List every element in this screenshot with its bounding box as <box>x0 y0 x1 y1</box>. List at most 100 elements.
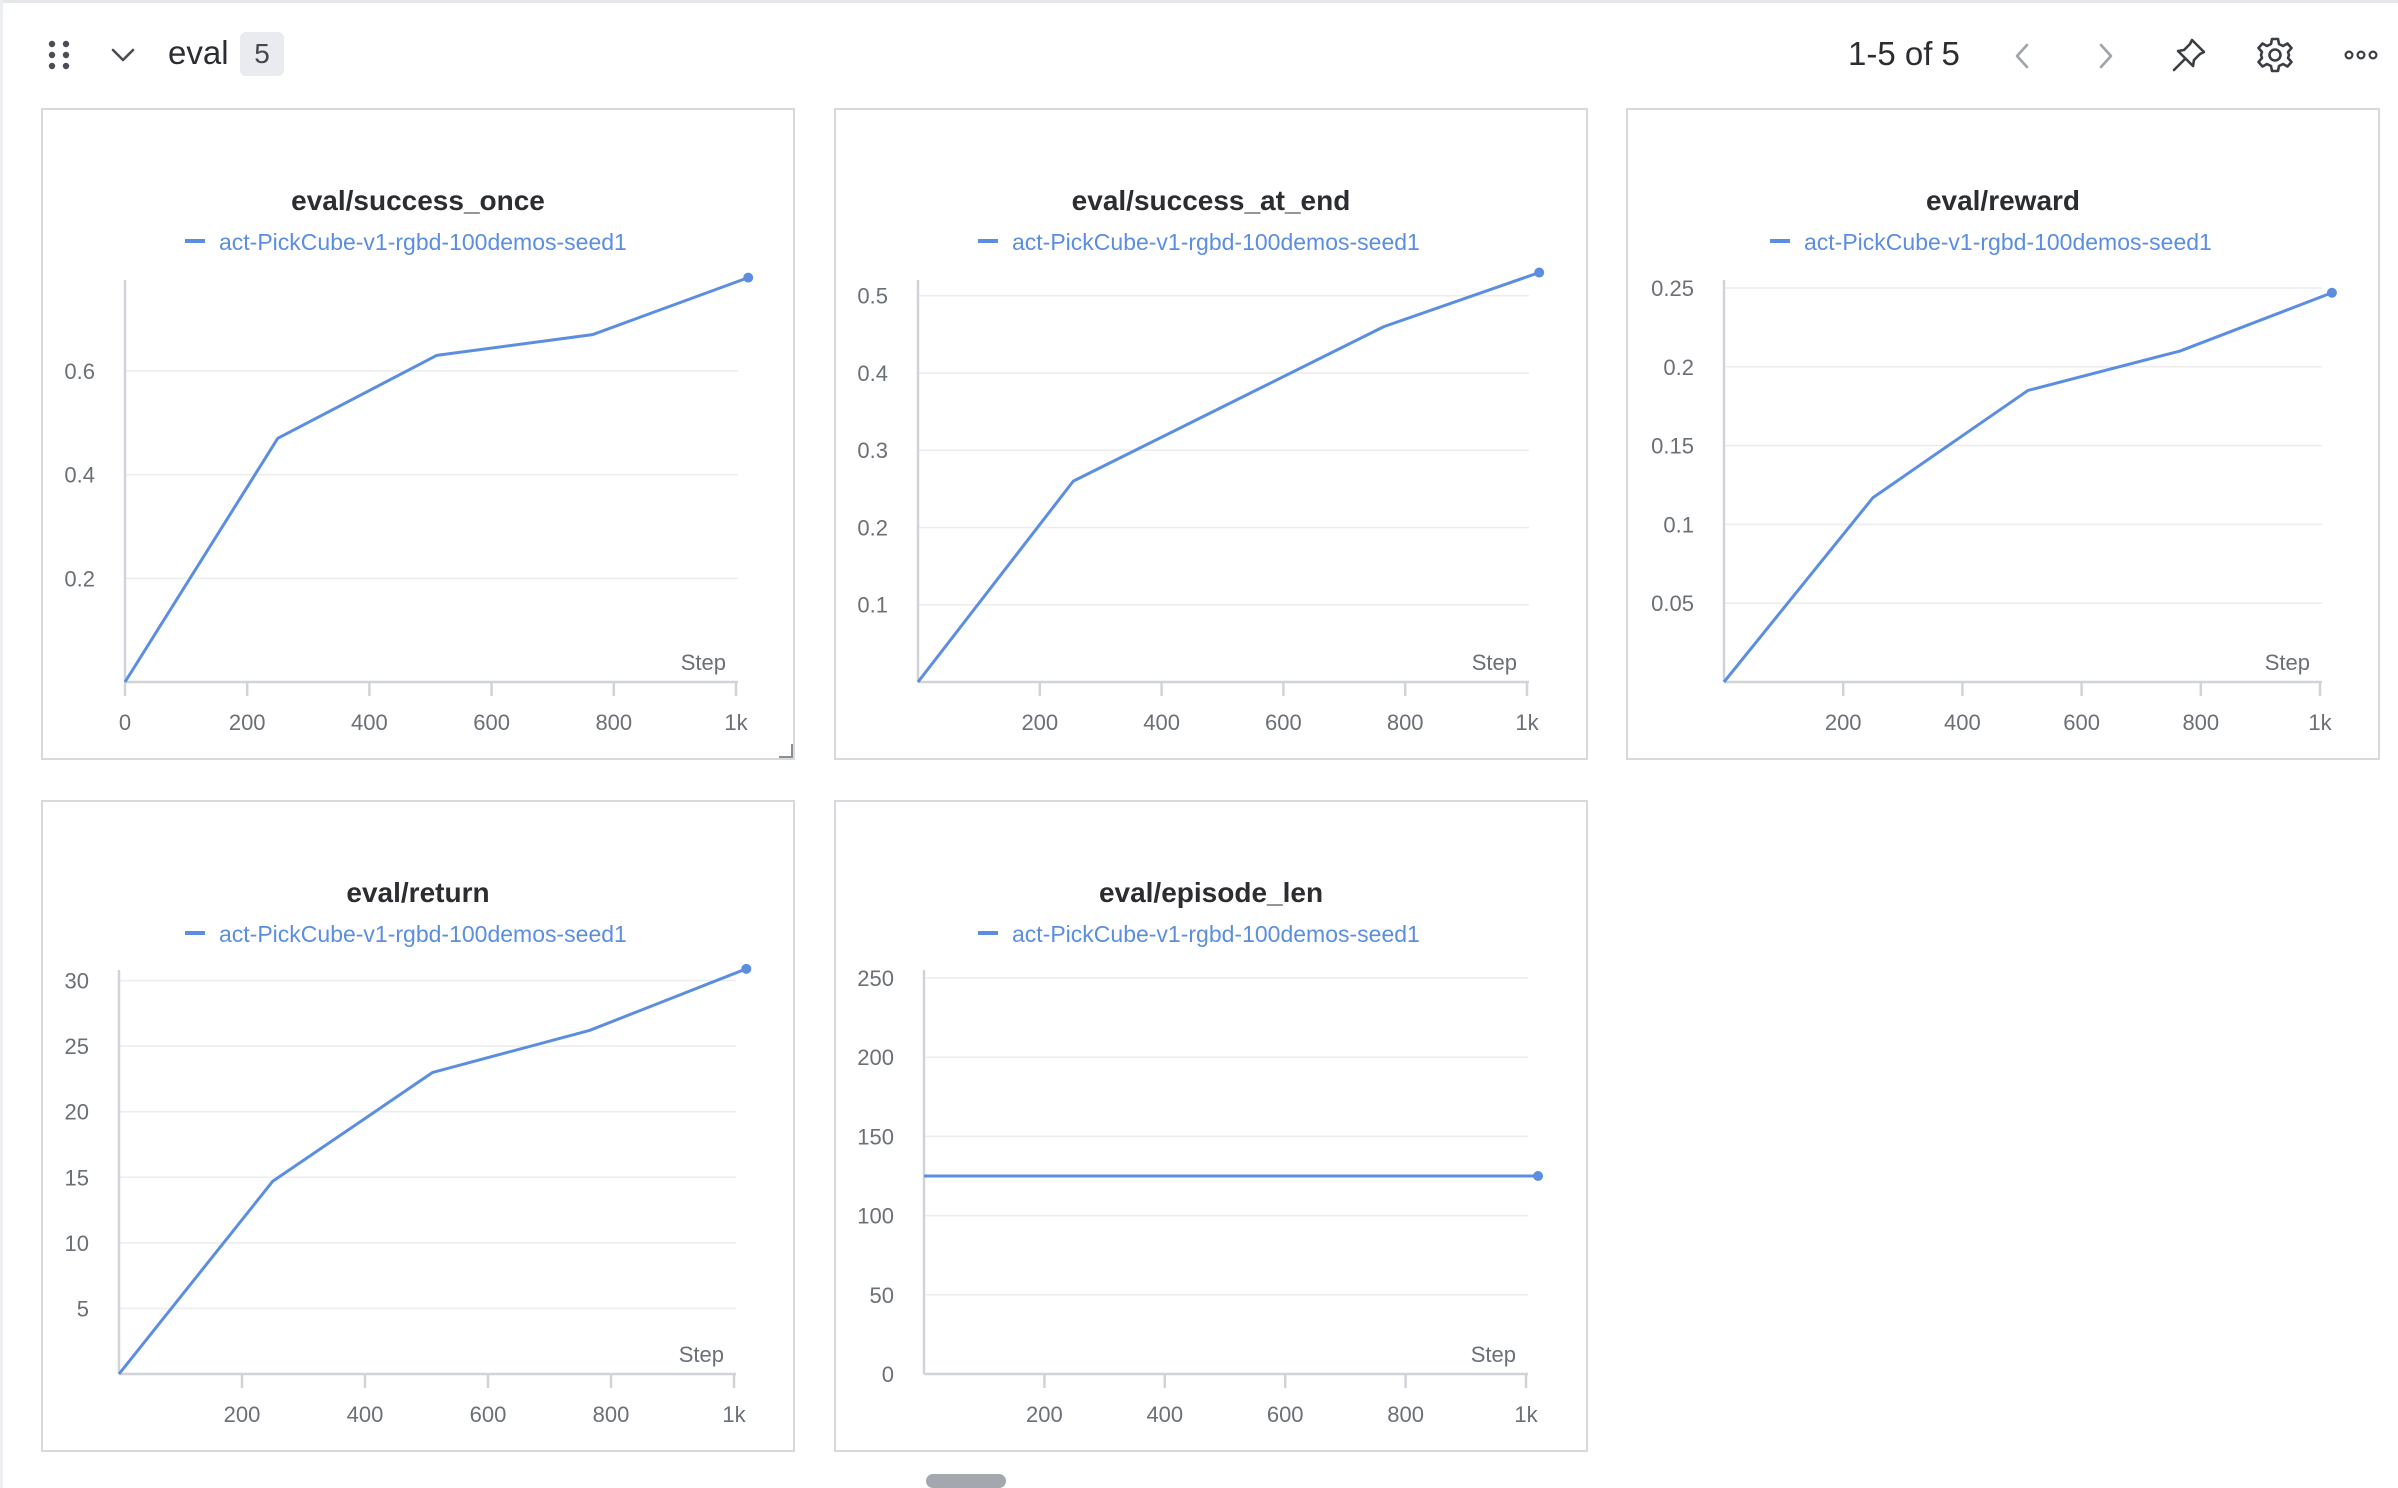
chart-panel-reward[interactable]: eval/reward act-PickCube-v1-rgbd-100demos… <box>1626 108 2380 760</box>
x-tick-label: 800 <box>595 710 632 735</box>
y-tick-label: 0.2 <box>64 566 95 591</box>
y-tick-label: 50 <box>870 1283 894 1308</box>
chart-panel-return[interactable]: eval/return act-PickCube-v1-rgbd-100demos… <box>41 800 795 1452</box>
legend-entry: act-PickCube-v1-rgbd-100demos-seed1 <box>219 229 627 255</box>
x-tick-label: 1k <box>722 1402 746 1427</box>
x-axis-label: Step <box>681 650 726 675</box>
series-line <box>916 271 1540 683</box>
y-tick-label: 30 <box>65 969 89 994</box>
x-tick-label: 1k <box>1514 1402 1538 1427</box>
y-tick-label: 25 <box>65 1034 89 1059</box>
x-axis-label: Step <box>2265 650 2310 675</box>
chevron-right-icon[interactable] <box>2088 36 2124 76</box>
line-chart: eval/return act-PickCube-v1-rgbd-100demos… <box>65 877 752 1427</box>
y-tick-label: 0 <box>882 1362 894 1387</box>
line-chart: eval/success_at_end act-PickCube-v1-rgbd-… <box>857 185 1545 735</box>
x-tick-label: 600 <box>470 1402 507 1427</box>
y-tick-label: 0.25 <box>1651 276 1694 301</box>
chart-title: eval/episode_len <box>1099 877 1323 908</box>
x-tick-label: 400 <box>351 710 388 735</box>
y-tick-label: 0.15 <box>1651 434 1694 459</box>
y-tick-label: 0.05 <box>1651 591 1694 616</box>
horizontal-scrollbar[interactable] <box>926 1474 1006 1488</box>
pagination-label: 1-5 of 5 <box>1848 35 1960 72</box>
chart-title: eval/success_at_end <box>1072 185 1351 216</box>
x-tick-label: 400 <box>1944 710 1981 735</box>
panel-count-badge: 5 <box>240 32 284 76</box>
x-tick-label: 600 <box>1265 710 1302 735</box>
x-tick-label: 200 <box>224 1402 261 1427</box>
left-border <box>0 0 3 1488</box>
more-horizontal-icon[interactable] <box>2340 36 2382 74</box>
x-tick-label: 800 <box>1387 1402 1424 1427</box>
chart-panel-success-once[interactable]: eval/success_once act-PickCube-v1-rgbd-10… <box>41 108 795 760</box>
series-line <box>117 967 747 1375</box>
x-tick-label: 600 <box>473 710 510 735</box>
y-tick-label: 250 <box>857 966 894 991</box>
legend-entry: act-PickCube-v1-rgbd-100demos-seed1 <box>1012 921 1420 947</box>
legend-entry: act-PickCube-v1-rgbd-100demos-seed1 <box>1012 229 1420 255</box>
x-tick-label: 1k <box>724 710 748 735</box>
chevron-down-icon[interactable] <box>104 36 142 74</box>
x-tick-label: 800 <box>2182 710 2219 735</box>
x-tick-label: 800 <box>593 1402 630 1427</box>
x-axis-label: Step <box>679 1342 724 1367</box>
chart-panel-success-at-end[interactable]: eval/success_at_end act-PickCube-v1-rgbd-… <box>834 108 1588 760</box>
resize-handle[interactable] <box>779 744 793 758</box>
series-end-point <box>2326 287 2337 298</box>
x-tick-label: 800 <box>1387 710 1424 735</box>
y-tick-label: 0.1 <box>857 593 888 618</box>
y-tick-label: 0.2 <box>1663 355 1694 380</box>
line-chart: eval/episode_len act-PickCube-v1-rgbd-100… <box>857 877 1544 1427</box>
x-tick-label: 0 <box>119 710 131 735</box>
y-tick-label: 5 <box>77 1296 89 1321</box>
chart-title: eval/reward <box>1926 185 2080 216</box>
x-axis-label: Step <box>1471 1342 1516 1367</box>
y-tick-label: 15 <box>65 1165 89 1190</box>
legend-entry: act-PickCube-v1-rgbd-100demos-seed1 <box>1804 229 2212 255</box>
y-tick-label: 0.6 <box>64 359 95 384</box>
series-end-point <box>1534 267 1545 278</box>
top-border <box>0 0 2398 3</box>
series-line <box>123 276 749 683</box>
series-end-point <box>743 272 754 283</box>
x-tick-label: 200 <box>1825 710 1862 735</box>
line-chart: eval/reward act-PickCube-v1-rgbd-100demos… <box>1651 185 2337 735</box>
drag-handle-icon[interactable] <box>40 36 78 74</box>
section-header: eval 5 1-5 of 5 <box>0 0 2398 108</box>
x-tick-label: 1k <box>2308 710 2332 735</box>
y-tick-label: 150 <box>857 1124 894 1149</box>
y-tick-label: 0.3 <box>857 438 888 463</box>
x-tick-label: 400 <box>1146 1402 1183 1427</box>
chart-title: eval/success_once <box>291 185 545 216</box>
x-tick-label: 200 <box>1026 1402 1063 1427</box>
x-tick-label: 400 <box>1143 710 1180 735</box>
y-tick-label: 0.1 <box>1663 512 1694 537</box>
y-tick-label: 20 <box>65 1100 89 1125</box>
x-tick-label: 200 <box>229 710 266 735</box>
section-title[interactable]: eval <box>168 34 229 71</box>
chevron-left-icon[interactable] <box>2004 36 2040 76</box>
chart-title: eval/return <box>346 877 489 908</box>
y-tick-label: 0.4 <box>857 361 888 386</box>
x-axis-label: Step <box>1472 650 1517 675</box>
line-chart: eval/success_once act-PickCube-v1-rgbd-10… <box>64 185 754 735</box>
series-line <box>1722 291 2333 683</box>
series-end-point <box>1533 1171 1544 1181</box>
x-tick-label: 600 <box>1267 1402 1304 1427</box>
y-tick-label: 0.4 <box>64 463 95 488</box>
y-tick-label: 10 <box>65 1231 89 1256</box>
chart-panel-episode-len[interactable]: eval/episode_len act-PickCube-v1-rgbd-100… <box>834 800 1588 1452</box>
series-end-point <box>741 963 752 974</box>
legend-entry: act-PickCube-v1-rgbd-100demos-seed1 <box>219 921 627 947</box>
gear-icon[interactable] <box>2254 34 2296 76</box>
x-tick-label: 400 <box>347 1402 384 1427</box>
y-tick-label: 0.5 <box>857 284 888 309</box>
x-tick-label: 200 <box>1021 710 1058 735</box>
x-tick-label: 1k <box>1515 710 1539 735</box>
x-tick-label: 600 <box>2063 710 2100 735</box>
pin-icon[interactable] <box>2168 34 2210 76</box>
y-tick-label: 200 <box>857 1045 894 1070</box>
y-tick-label: 0.2 <box>857 515 888 540</box>
y-tick-label: 100 <box>857 1204 894 1229</box>
